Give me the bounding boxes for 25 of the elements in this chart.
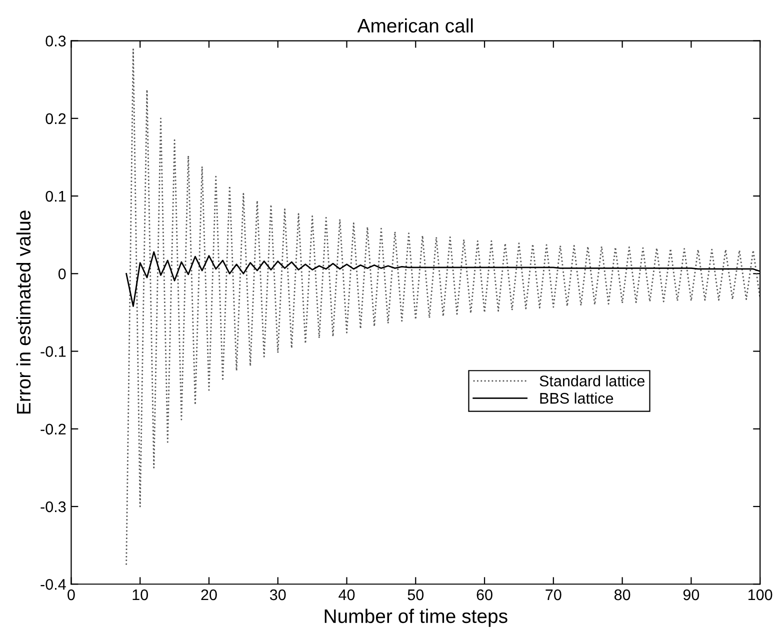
chart-title: American call: [357, 18, 473, 33]
y-tick-label: 0.3: [46, 36, 66, 46]
line-series: [126, 48, 760, 566]
y-tick-label: -0.3: [40, 501, 66, 512]
x-tick-label: 70: [546, 589, 562, 600]
y-tick-label: 0: [58, 268, 66, 280]
x-tick-label: 40: [338, 589, 355, 600]
x-tick-label: 80: [614, 589, 630, 600]
legend-label: Standard lattice: [540, 375, 644, 386]
x-tick-label: 10: [132, 589, 148, 600]
x-tick-label: 0: [68, 589, 75, 600]
x-axis-title: Number of time steps: [324, 608, 508, 627]
y-tick-label: -0.1: [40, 346, 66, 357]
y-tick-label: -0.4: [40, 578, 66, 590]
y-tick-label: -0.2: [40, 424, 66, 435]
y-axis-title: Error in estimated value: [16, 210, 31, 414]
x-tick-label: 50: [408, 589, 424, 600]
x-tick-label: 100: [748, 589, 772, 600]
legend-label: BBS lattice: [540, 392, 614, 404]
x-tick-label: 20: [201, 589, 217, 600]
x-tick-label: 60: [476, 589, 492, 600]
y-tick-label: 0.1: [46, 190, 66, 202]
x-tick-label: 90: [683, 589, 700, 600]
y-tick-label: 0.2: [46, 113, 66, 124]
x-tick-label: 30: [270, 589, 286, 600]
